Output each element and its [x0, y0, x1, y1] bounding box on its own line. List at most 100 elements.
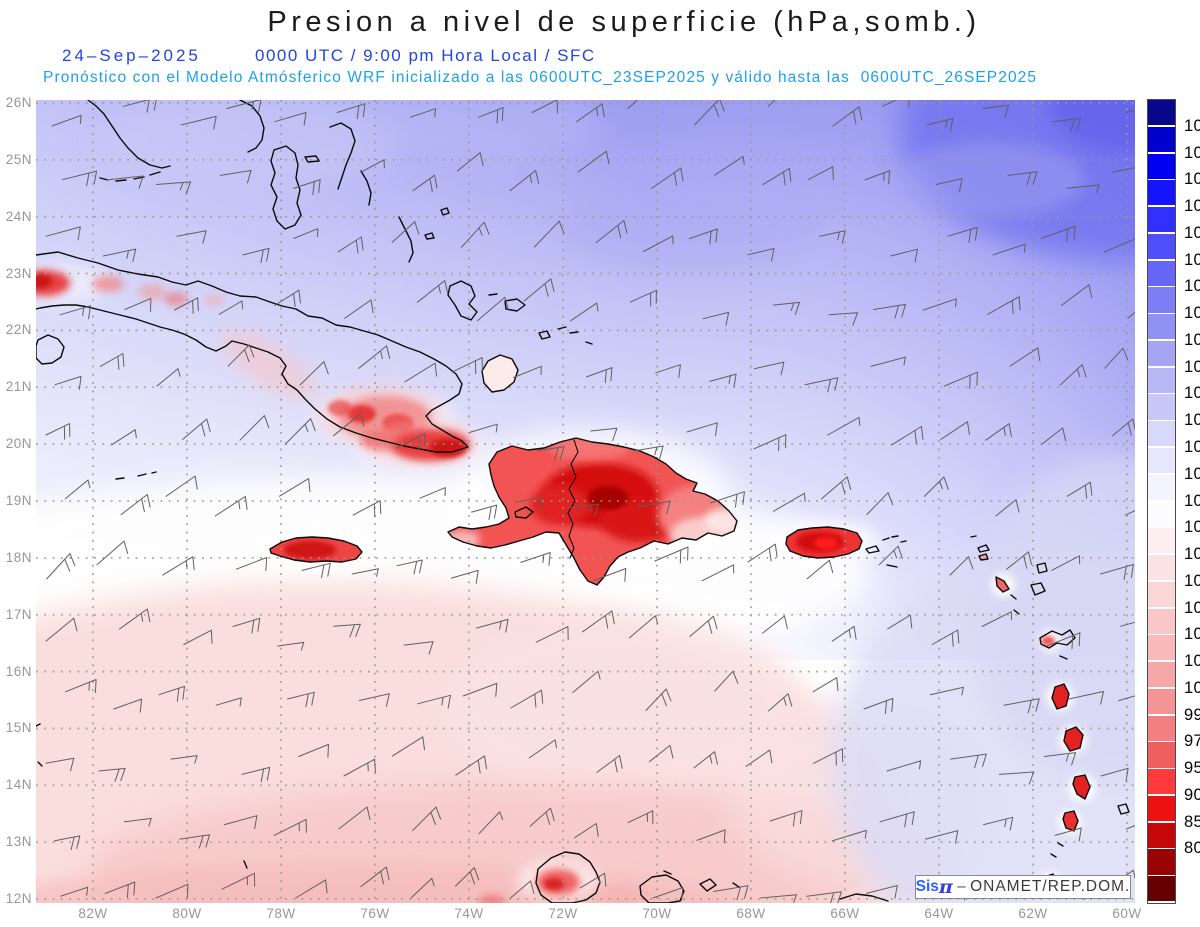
- wind-barb: [471, 504, 498, 520]
- colorbar-tick-label: 1030: [1184, 197, 1200, 216]
- wind-barb: [891, 426, 924, 446]
- colorbar-cell: [1148, 260, 1175, 286]
- wind-barb: [176, 230, 207, 244]
- colorbar-cell: [1148, 287, 1175, 313]
- wind-barb: [1066, 481, 1093, 499]
- colorbar-tick-label: 1019: [1184, 330, 1200, 349]
- wind-barb: [760, 894, 797, 903]
- colorbar-cell: [1148, 474, 1175, 500]
- colorbar-tick-label: 1016: [1184, 411, 1200, 430]
- wind-barb: [1066, 184, 1100, 193]
- colorbar-tick-label: 970: [1184, 732, 1200, 751]
- wind-barb: [878, 545, 903, 566]
- colorbar-tick-label: 1018: [1184, 357, 1200, 376]
- wind-barb: [183, 629, 213, 645]
- wind-barb: [299, 361, 329, 386]
- wind-barb: [64, 479, 91, 500]
- lon-axis-label: 76W: [360, 906, 390, 921]
- wind-barb: [745, 749, 773, 767]
- wind-barb: [881, 100, 910, 108]
- wind-barb: [813, 748, 844, 766]
- wind-barb: [643, 235, 674, 252]
- wind-barb: [158, 685, 185, 702]
- wind-barb: [929, 686, 964, 696]
- wind-barb: [351, 568, 379, 577]
- wind-barb: [235, 557, 268, 571]
- wind-barb: [627, 100, 639, 109]
- wind-barb: [61, 170, 98, 187]
- lat-axis-label: 12N: [5, 890, 32, 906]
- wind-barb: [832, 106, 863, 127]
- wind-barb: [654, 546, 689, 564]
- wind-barb: [865, 885, 898, 899]
- wind-barb: [593, 568, 627, 582]
- coast-st-martin: [978, 553, 989, 561]
- lon-axis-label: 82W: [78, 906, 108, 921]
- wind-barb: [820, 476, 852, 500]
- wind-barb: [710, 491, 745, 508]
- wind-barb: [701, 564, 735, 582]
- lat-axis-label: 21N: [5, 379, 32, 395]
- wind-barb: [279, 478, 311, 497]
- wind-barb: [806, 559, 834, 580]
- wind-barb: [645, 688, 672, 711]
- wind-barb: [828, 312, 859, 326]
- colorbar-tick-label: 1028: [1184, 223, 1200, 242]
- lat-axis-label: 17N: [5, 606, 32, 622]
- wind-barb: [926, 118, 954, 132]
- wind-barb: [45, 226, 81, 241]
- wind-barb: [477, 296, 509, 322]
- wind-barb: [1059, 364, 1087, 386]
- wind-barb: [174, 297, 199, 314]
- lat-axis-label: 16N: [5, 663, 32, 679]
- wind-barb: [165, 475, 198, 497]
- colorbar-tick-label: 1050: [1184, 116, 1200, 135]
- colorbar-cell: [1148, 769, 1175, 795]
- colorbar-cell: [1148, 126, 1175, 152]
- wind-barb: [242, 247, 270, 264]
- wind-barb: [232, 617, 261, 634]
- coast-great-inagua: [481, 354, 519, 393]
- wind-barb: [226, 100, 262, 113]
- colorbar-cell: [1148, 207, 1175, 233]
- wind-barb: [714, 670, 739, 692]
- wind-barb: [54, 375, 82, 390]
- wind-barb: [879, 811, 915, 828]
- colorbar-tick-label: 850: [1184, 812, 1200, 831]
- wind-barb: [513, 365, 542, 378]
- wind-barb: [627, 810, 654, 825]
- branding-box: Sis π – ONAMET/REP.DOM.: [915, 875, 1131, 899]
- wind-barb: [180, 115, 217, 130]
- pressure-colorbar: [1147, 99, 1176, 904]
- wind-barb: [1003, 698, 1040, 714]
- colorbar-tick-label: 1006: [1184, 598, 1200, 617]
- wind-barb: [863, 697, 894, 715]
- wind-barb: [478, 811, 504, 835]
- wind-barb: [577, 150, 610, 173]
- wind-barb: [890, 248, 918, 263]
- wind-barb: [769, 810, 803, 827]
- wind-barb: [586, 367, 613, 384]
- wind-barb: [944, 371, 978, 389]
- wind-barb: [123, 100, 157, 113]
- wind-barb: [1046, 632, 1081, 650]
- wind-barb: [1099, 564, 1134, 580]
- wind-barb: [391, 221, 420, 243]
- lon-axis-label: 68W: [736, 906, 766, 921]
- wind-barb: [416, 280, 449, 303]
- forecast-date: 24–Sep–2025: [62, 46, 201, 65]
- wind-barb: [688, 228, 718, 245]
- wind-barb: [582, 610, 615, 633]
- wind-barb: [104, 881, 136, 898]
- wind-barb: [753, 434, 787, 452]
- colorbar-cell: [1148, 742, 1175, 768]
- lat-axis-label: 24N: [5, 208, 32, 224]
- wind-barb: [410, 877, 435, 899]
- wind-barb: [344, 299, 374, 319]
- wind-barb: [358, 345, 391, 369]
- wind-barb: [693, 751, 718, 769]
- colorbar-tick-label: 1002: [1184, 652, 1200, 671]
- brand-separator: –: [952, 878, 971, 895]
- wind-barb: [46, 553, 76, 580]
- lon-axis-label: 60W: [1112, 906, 1142, 921]
